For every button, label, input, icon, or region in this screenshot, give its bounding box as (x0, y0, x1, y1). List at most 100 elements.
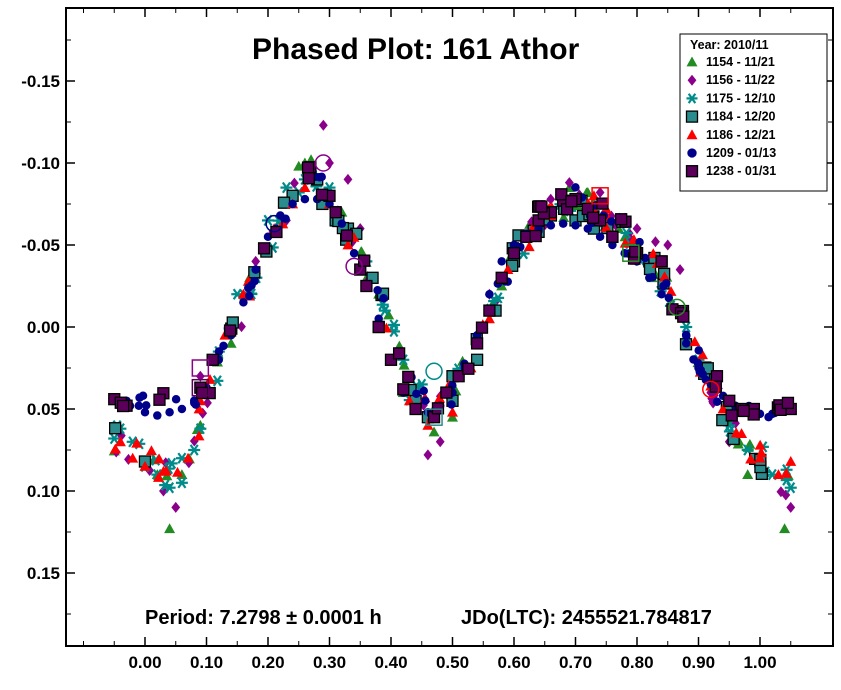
asterisk-stroke (189, 444, 199, 456)
data-point (402, 370, 415, 384)
data-point (325, 157, 334, 169)
data-point (141, 401, 151, 410)
data-point (470, 337, 484, 350)
data-point (165, 408, 174, 417)
data-point (299, 182, 311, 192)
x-tick-label: 0.60 (497, 653, 530, 672)
data-point (349, 248, 359, 258)
data-point (475, 321, 489, 334)
chart-title: Phased Plot: 161 Athor (252, 33, 580, 66)
data-point (317, 172, 326, 182)
data-point (379, 293, 388, 303)
data-point (116, 399, 130, 413)
y-tick-label: 0.15 (27, 564, 60, 583)
legend-label: 1175 - 12/10 (706, 91, 776, 105)
data-point (535, 200, 548, 213)
data-point (428, 426, 440, 437)
data-point (193, 403, 205, 414)
data-point (127, 452, 139, 463)
data-point (744, 438, 756, 449)
data-point (754, 452, 766, 463)
data-point (225, 337, 237, 348)
data-point (723, 394, 736, 407)
data-point (730, 427, 742, 438)
highlight-markers (191, 154, 720, 426)
data-point (664, 293, 674, 303)
data-point (737, 404, 750, 418)
data-point (655, 255, 668, 268)
asterisk-stroke (128, 436, 138, 448)
highlight-square (191, 359, 210, 377)
data-point (193, 430, 205, 441)
y-tick-label: -0.15 (21, 72, 60, 91)
data-point (447, 400, 456, 409)
asterisk-stroke (281, 181, 291, 194)
data-point (434, 392, 446, 403)
data-point (318, 119, 328, 131)
data-point (373, 286, 382, 295)
data-point (182, 452, 194, 463)
data-point (507, 247, 521, 260)
data-point (288, 199, 297, 209)
data-point (497, 257, 506, 266)
data-point (251, 255, 261, 267)
data-point (651, 236, 660, 248)
data-point (342, 239, 354, 250)
data-point (745, 453, 757, 464)
x-tick-label: 0.30 (313, 653, 346, 672)
data-point (403, 395, 415, 406)
data-point (237, 321, 246, 333)
data-point (546, 221, 556, 230)
asterisk-stroke (681, 321, 691, 333)
asterisk-stroke (493, 292, 503, 304)
legend-label: 1186 - 12/21 (706, 128, 776, 142)
data-point (302, 172, 315, 185)
data-point (281, 214, 290, 223)
data-point (747, 408, 760, 421)
data-point (496, 280, 508, 291)
data-point (131, 437, 143, 448)
data-point (659, 281, 668, 291)
data-point (153, 411, 162, 420)
asterisk-stroke (621, 227, 631, 239)
highlight-circle (425, 362, 443, 381)
data-point (301, 161, 315, 174)
data-point (613, 223, 625, 233)
y-tick-label: 0.05 (27, 400, 60, 419)
legend-marker (685, 165, 699, 178)
data-point (694, 346, 703, 355)
asterisk-stroke (212, 375, 222, 387)
asterisk-stroke (417, 378, 427, 391)
data-point (397, 383, 410, 396)
highlight-circle (702, 380, 720, 399)
data-point (780, 467, 792, 478)
data-point (632, 223, 642, 235)
x-tick-label: 0.20 (251, 653, 284, 672)
data-point (412, 389, 421, 399)
y-tick-label: 0.10 (27, 482, 60, 501)
x-tick-label: 0.80 (620, 653, 653, 672)
data-point (337, 219, 347, 228)
x-tick-label: 0.10 (190, 653, 223, 672)
highlight-square (425, 408, 443, 426)
data-point (435, 436, 445, 448)
data-point (696, 365, 705, 375)
data-point (423, 449, 433, 461)
legend-title: Year: 2010/11 (690, 38, 769, 52)
highlight-circle (265, 214, 283, 233)
asterisk-stroke (109, 432, 119, 445)
data-point (114, 436, 126, 447)
data-point (483, 313, 495, 324)
data-point (340, 229, 354, 242)
data-point (177, 404, 187, 414)
data-points (108, 119, 797, 534)
data-point (483, 304, 496, 317)
data-point (360, 279, 373, 293)
data-point (223, 324, 237, 337)
data-point (384, 353, 398, 366)
highlight-circle (668, 298, 686, 317)
data-point (175, 477, 188, 489)
epoch-label: JDo(LTC): 2455521.784817 (461, 607, 712, 629)
data-point (665, 286, 677, 296)
